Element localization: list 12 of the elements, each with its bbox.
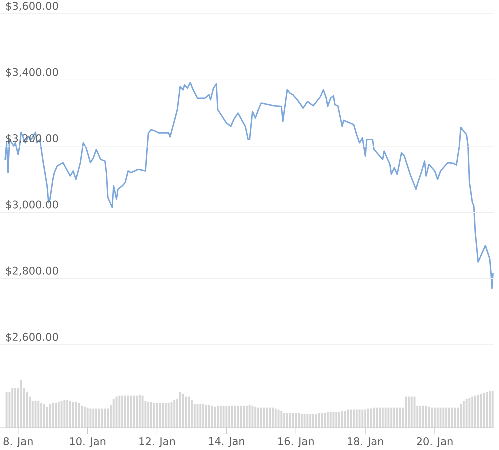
x-tick-label: 10. Jan: [70, 438, 106, 448]
x-tick-label: 18. Jan: [348, 438, 384, 448]
y-tick-label: $2,800.00: [6, 266, 58, 276]
x-tick-label: 20. Jan: [417, 438, 453, 448]
x-tick-label: 14. Jan: [209, 438, 244, 448]
y-tick-label: $3,600.00: [6, 2, 58, 12]
x-tick-label: 12. Jan: [140, 438, 176, 448]
y-tick-label: $3,000.00: [6, 200, 58, 210]
x-tick-label: 16. Jan: [278, 438, 314, 448]
y-tick-label: $2,600.00: [6, 332, 58, 342]
y-tick-label: $3,400.00: [6, 68, 58, 78]
x-tick-label: 8. Jan: [4, 438, 33, 448]
